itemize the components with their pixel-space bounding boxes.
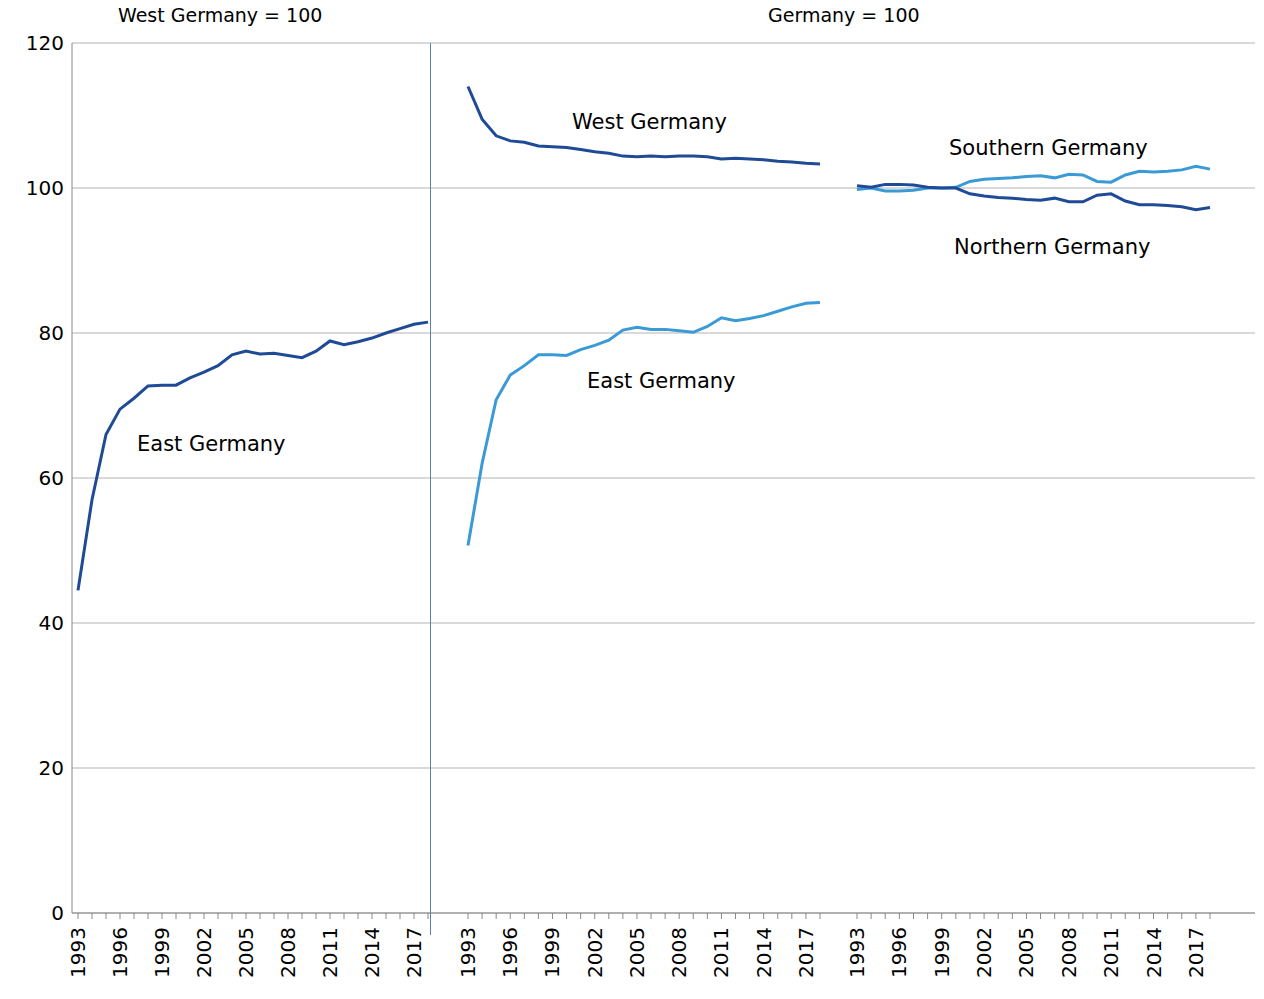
html-text:West Germany = 100: West Germany = 100 [118,4,323,26]
svg-text:1996: 1996 [887,927,911,978]
svg-text:1999: 1999 [930,927,954,978]
svg-text:2017: 2017 [402,927,426,978]
svg-text:80: 80 [39,321,64,345]
svg-text:60: 60 [39,466,64,490]
html-text:Germany = 100: Germany = 100 [768,4,920,26]
html-text:West Germany: West Germany [572,110,727,134]
svg-text:2002: 2002 [583,927,607,978]
svg-text:2017: 2017 [794,927,818,978]
svg-text:2002: 2002 [192,927,216,978]
svg-text:1993: 1993 [845,927,869,978]
svg-text:1999: 1999 [540,927,564,978]
svg-text:2008: 2008 [1057,927,1081,978]
svg-text:2005: 2005 [234,927,258,978]
svg-text:2011: 2011 [318,927,342,978]
svg-text:2014: 2014 [360,927,384,978]
svg-text:0: 0 [51,901,64,925]
svg-text:1996: 1996 [108,927,132,978]
svg-text:1996: 1996 [498,927,522,978]
svg-text:1993: 1993 [456,927,480,978]
html-text:East Germany: East Germany [587,369,736,393]
svg-text:2005: 2005 [1014,927,1038,978]
html-text:Southern Germany: Southern Germany [949,136,1148,160]
svg-text:2014: 2014 [1142,927,1166,978]
svg-text:20: 20 [39,756,64,780]
svg-text:2011: 2011 [1099,927,1123,978]
svg-text:2014: 2014 [752,927,776,978]
svg-text:2005: 2005 [625,927,649,978]
svg-text:2017: 2017 [1184,927,1208,978]
svg-text:40: 40 [39,611,64,635]
svg-text:2011: 2011 [709,927,733,978]
svg-text:2008: 2008 [276,927,300,978]
svg-text:100: 100 [26,176,64,200]
svg-text:1993: 1993 [66,927,90,978]
svg-text:120: 120 [26,31,64,55]
html-text:Northern Germany: Northern Germany [954,235,1151,259]
svg-text:2008: 2008 [667,927,691,978]
svg-text:2002: 2002 [972,927,996,978]
svg-text:1999: 1999 [150,927,174,978]
html-text:East Germany: East Germany [137,432,286,456]
